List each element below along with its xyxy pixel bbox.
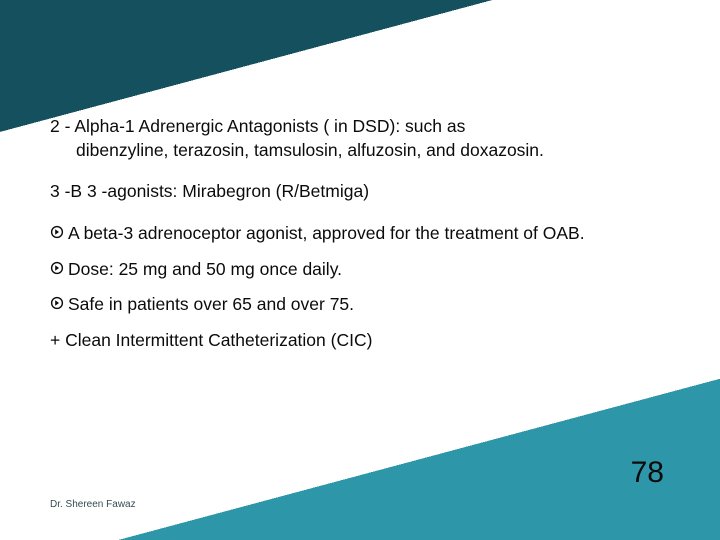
circled-arrow-icon: [50, 261, 68, 275]
item-2-line-2: dibenzyline, terazosin, tamsulosin, alfu…: [50, 139, 660, 163]
slide-content: 2 - Alpha-1 Adrenergic Antagonists ( in …: [50, 115, 660, 352]
bullet-item: Safe in patients over 65 and over 75.: [50, 293, 660, 317]
bullet-text: Dose: 25 mg and 50 mg once daily.: [68, 258, 660, 282]
bullet-text: Safe in patients over 65 and over 75.: [68, 293, 660, 317]
bullet-item: Dose: 25 mg and 50 mg once daily.: [50, 258, 660, 282]
circled-arrow-icon: [50, 296, 68, 310]
item-3-heading: 3 -B 3 -agonists: Mirabegron (R/Betmiga): [50, 180, 660, 204]
item-2-line-1: 2 - Alpha-1 Adrenergic Antagonists ( in …: [50, 115, 660, 139]
bullet-text: A beta-3 adrenoceptor agonist, approved …: [68, 222, 660, 246]
item-2: 2 - Alpha-1 Adrenergic Antagonists ( in …: [50, 115, 660, 162]
page-number: 78: [631, 456, 664, 490]
slide-background: 2 - Alpha-1 Adrenergic Antagonists ( in …: [0, 0, 720, 540]
circled-arrow-icon: [50, 225, 68, 239]
author-credit: Dr. Shereen Fawaz: [50, 499, 136, 510]
bullet-item: A beta-3 adrenoceptor agonist, approved …: [50, 222, 660, 246]
plus-line: + Clean Intermittent Catheterization (CI…: [50, 329, 660, 353]
